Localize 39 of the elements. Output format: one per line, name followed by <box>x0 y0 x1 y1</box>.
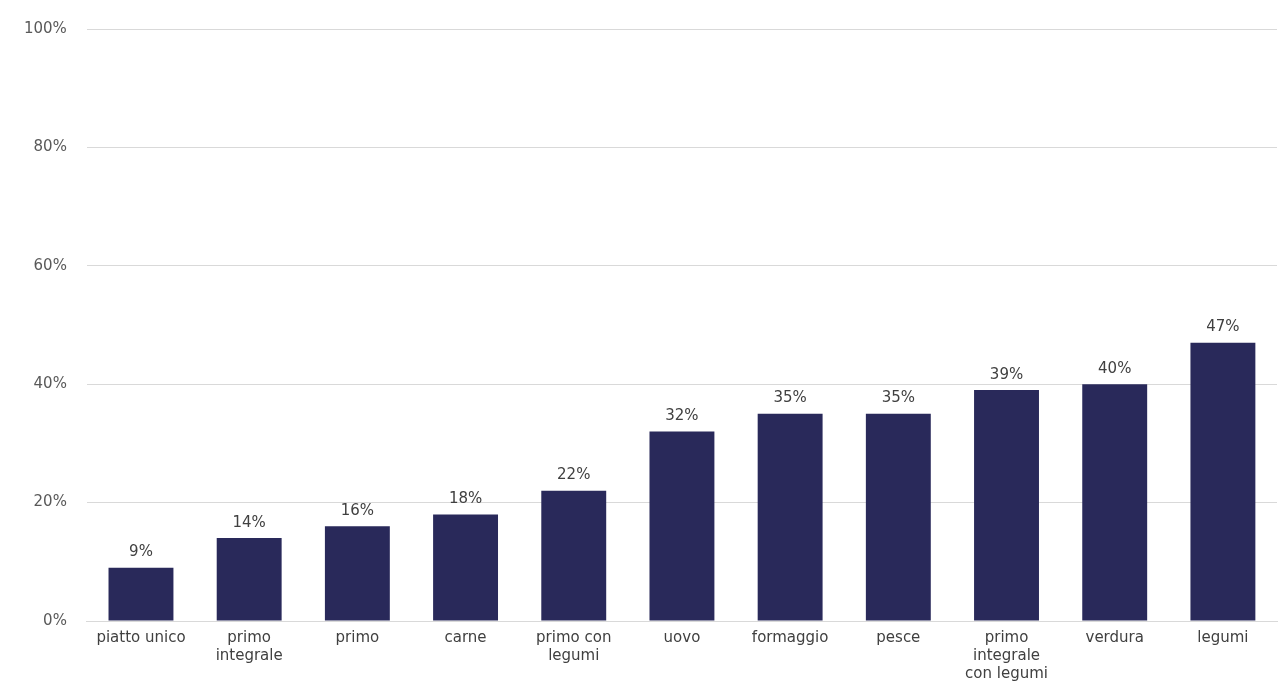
x-tick-label: piatto unico <box>96 627 186 646</box>
y-tick-label: 100% <box>23 18 67 37</box>
bar <box>974 390 1039 621</box>
x-tick-label: legumi <box>1197 627 1249 646</box>
data-label: 35% <box>773 388 807 407</box>
bar <box>757 413 823 621</box>
x-tick-label: pesce <box>876 627 921 646</box>
y-tick-label: 40% <box>33 374 67 393</box>
data-label: 40% <box>1098 358 1132 377</box>
bar <box>1082 384 1148 621</box>
bar <box>541 490 607 621</box>
x-tick-label: primo <box>335 627 380 646</box>
bar <box>1190 342 1256 621</box>
bar <box>649 431 715 621</box>
x-tick-label: uovo <box>663 627 701 646</box>
data-label: 32% <box>665 405 699 424</box>
y-tick-label: 80% <box>33 137 67 156</box>
bar <box>216 538 282 621</box>
bar <box>433 514 499 621</box>
data-label: 18% <box>448 488 483 507</box>
data-label: 22% <box>557 465 591 484</box>
data-label: 47% <box>1206 317 1240 336</box>
bar <box>108 567 174 621</box>
x-tick-label: verdura <box>1085 627 1144 646</box>
data-label: 35% <box>881 388 915 407</box>
x-tick-label: primo con legumi <box>536 627 612 664</box>
bar <box>865 413 931 621</box>
data-label: 14% <box>232 512 266 531</box>
y-tick-label: 20% <box>33 492 67 511</box>
x-tick-label: carne <box>444 627 487 646</box>
y-tick-label: 0% <box>43 610 67 629</box>
data-label: 16% <box>340 500 375 519</box>
data-label: 9% <box>129 542 153 561</box>
bar <box>324 526 390 621</box>
y-tick-label: 60% <box>33 255 67 274</box>
x-tick-label: primo integrale <box>215 627 283 664</box>
x-tick-label: primo integrale con legumi <box>965 627 1048 682</box>
x-tick-label: formaggio <box>751 627 829 646</box>
data-label: 39% <box>989 364 1024 383</box>
